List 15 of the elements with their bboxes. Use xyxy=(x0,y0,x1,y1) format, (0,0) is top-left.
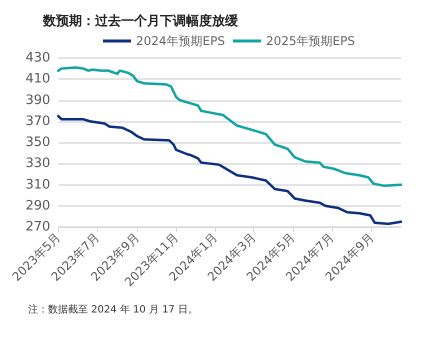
y-tick-label: 370 xyxy=(26,114,50,129)
legend-label: 2025年预期EPS xyxy=(266,34,355,48)
y-tick-label: 430 xyxy=(26,50,50,66)
y-tick-label: 350 xyxy=(26,135,50,150)
y-tick-label: 290 xyxy=(26,198,50,214)
y-tick-label: 410 xyxy=(26,72,50,87)
y-tick-label: 390 xyxy=(26,92,50,108)
y-tick-label: 310 xyxy=(26,177,50,192)
y-tick-label: 270 xyxy=(26,220,50,234)
chart-title: 数预期：过去一个月下调幅度放缓 xyxy=(42,13,239,29)
legend-label: 2024年预期EPS xyxy=(136,34,225,48)
text: 注：数据截至 2024 年 10 月 17 日。 xyxy=(28,304,198,316)
line-series xyxy=(57,114,402,226)
y-tick-label: 330 xyxy=(26,156,50,172)
line-series xyxy=(57,66,402,188)
